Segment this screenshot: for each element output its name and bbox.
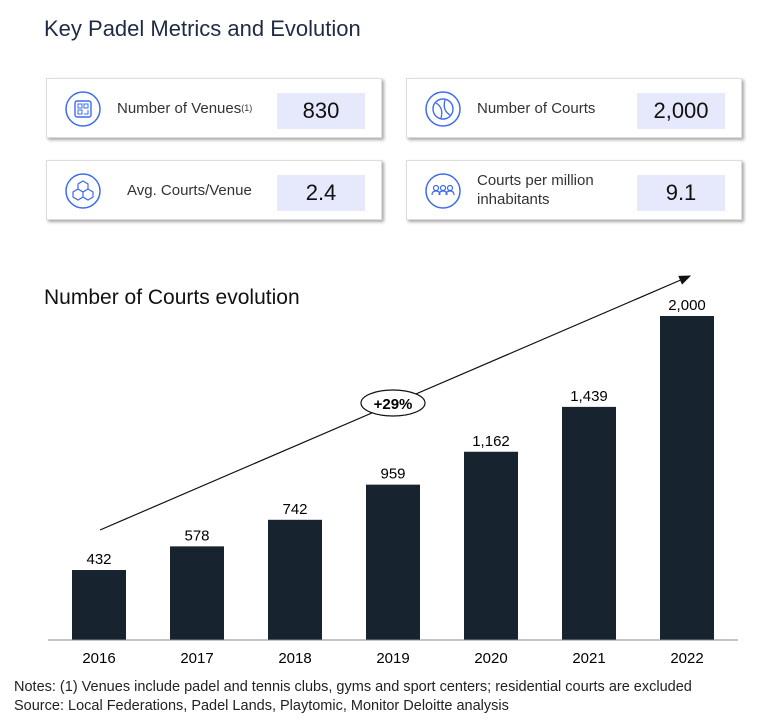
x-tick-label: 2022: [670, 650, 703, 667]
data-label: 432: [86, 551, 111, 568]
page-title: Key Padel Metrics and Evolution: [44, 16, 361, 41]
data-label: 2,000: [668, 297, 706, 314]
data-label: 578: [184, 527, 209, 544]
metric-label: Number of Venues: [117, 99, 242, 117]
x-tick-label: 2019: [376, 650, 409, 667]
metric-card-courts-per-million: Courts per million inhabitants 9.1: [406, 160, 742, 220]
data-label: 1,439: [570, 388, 608, 405]
bar-chart: 432 2016 578 2017 742 2018 959 2019 1,162 2020 1,4…: [48, 275, 738, 667]
x-tick-label: 2018: [278, 650, 311, 667]
cagr-annotation: +29%: [374, 396, 413, 413]
metric-value: 9.1: [637, 175, 725, 211]
bar-2019: [366, 484, 420, 640]
metric-label: Avg. Courts/Venue: [127, 181, 252, 199]
bar-2021: [562, 406, 616, 640]
data-label: 1,162: [472, 433, 510, 450]
metric-card-courts: Number of Courts 2,000: [406, 78, 742, 138]
ball-icon: [425, 91, 461, 127]
cagr-oval: [360, 389, 426, 417]
metric-card-avg-courts: Avg. Courts/Venue 2.4: [46, 160, 382, 220]
cubes-icon: [65, 173, 101, 209]
metric-value: 2,000: [637, 93, 725, 129]
grid-building-icon: [65, 91, 101, 127]
data-label: 742: [282, 501, 307, 518]
metric-label: Courts per million inhabitants: [477, 172, 594, 208]
x-tick-label: 2017: [180, 650, 213, 667]
people-icon: [425, 173, 461, 209]
notes: Notes: (1) Venues include padel and tenn…: [14, 678, 692, 716]
bar-2016: [72, 570, 126, 640]
x-tick-label: 2020: [474, 650, 507, 667]
x-tick-label: 2021: [572, 650, 605, 667]
metric-card-venues: Number of Venues (1) 830: [46, 78, 382, 138]
x-tick-label: 2016: [82, 650, 115, 667]
bar-2020: [464, 451, 518, 640]
source: Source: Local Federations, Padel Lands, …: [14, 698, 509, 714]
bar-2017: [170, 546, 224, 640]
bar-2022: [660, 316, 714, 640]
metric-value: 830: [277, 93, 365, 129]
metric-label: Number of Courts: [477, 99, 596, 117]
chart-title: Number of Courts evolution: [44, 286, 300, 309]
footnote: Notes: (1) Venues include padel and tenn…: [14, 679, 692, 695]
footnote-marker: (1): [241, 102, 253, 113]
data-label: 959: [380, 466, 405, 483]
bar-2018: [268, 519, 322, 640]
metric-value: 2.4: [277, 175, 365, 211]
